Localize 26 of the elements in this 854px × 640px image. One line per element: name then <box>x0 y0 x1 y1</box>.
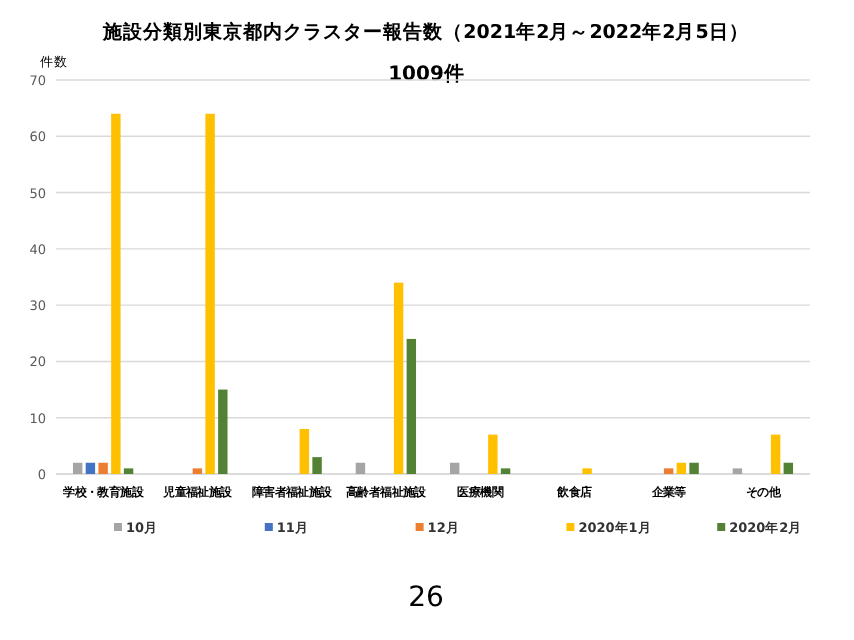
bar <box>85 462 96 474</box>
bar <box>689 462 699 474</box>
bar <box>111 113 121 474</box>
chart-subtitle: 1009件 <box>388 62 464 86</box>
bar <box>192 468 203 474</box>
bar <box>783 462 794 474</box>
bar <box>676 462 687 474</box>
bar <box>406 338 417 474</box>
bar <box>449 462 460 474</box>
bar <box>312 457 322 474</box>
text: 26 <box>408 582 444 614</box>
bar <box>98 462 108 474</box>
bar <box>218 389 228 474</box>
bar <box>299 428 310 474</box>
bar <box>123 468 134 474</box>
bar <box>582 468 592 474</box>
bar <box>393 282 404 474</box>
bar <box>663 468 674 474</box>
chart-title: 施設分類別東京都内クラスター報告数（2021年2月～2022年2月5日） <box>101 20 749 44</box>
bar <box>355 462 366 474</box>
bar <box>488 434 498 474</box>
bar <box>770 434 781 474</box>
bar <box>72 462 83 474</box>
bar <box>732 468 743 474</box>
bar <box>205 113 215 474</box>
bar <box>500 468 511 474</box>
